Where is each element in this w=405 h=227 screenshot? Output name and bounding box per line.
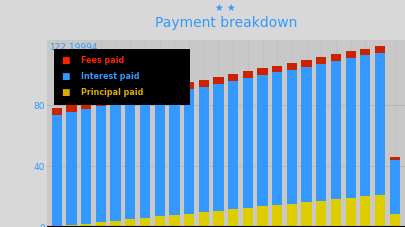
Bar (272, 73, 282, 205)
Bar (140, 218, 150, 227)
Bar (360, 49, 371, 56)
Bar (331, 199, 341, 227)
Text: ★ ★: ★ ★ (215, 3, 236, 13)
Bar (96, 107, 106, 222)
Bar (375, 53, 385, 195)
Bar (66, 113, 77, 225)
Text: Payment breakdown: Payment breakdown (155, 15, 297, 30)
Bar (140, 99, 150, 218)
Bar (390, 161, 400, 214)
Bar (66, 106, 77, 113)
Bar (301, 61, 312, 67)
Text: Principal paid: Principal paid (81, 87, 143, 96)
Bar (155, 96, 165, 217)
Bar (198, 212, 209, 227)
Bar (390, 158, 400, 161)
Bar (243, 79, 253, 208)
Bar (52, 115, 62, 227)
Bar (213, 77, 224, 84)
Bar (81, 110, 92, 224)
Bar (287, 204, 297, 227)
Bar (272, 66, 282, 73)
Bar (272, 205, 282, 227)
Text: 122.19994: 122.19994 (50, 43, 99, 52)
Bar (169, 93, 179, 215)
Bar (111, 221, 121, 227)
Bar (96, 222, 106, 227)
Bar (140, 91, 150, 99)
Bar (243, 72, 253, 79)
Text: ■: ■ (61, 87, 69, 96)
Text: ■: ■ (61, 56, 69, 65)
Bar (257, 69, 268, 76)
Bar (390, 214, 400, 227)
Bar (287, 70, 297, 204)
Bar (66, 225, 77, 227)
Bar (243, 208, 253, 227)
Bar (169, 215, 179, 227)
Bar (111, 104, 121, 221)
Text: Fees paid: Fees paid (81, 56, 124, 65)
Bar (228, 81, 238, 209)
Bar (316, 58, 326, 65)
Bar (360, 196, 371, 227)
Bar (198, 80, 209, 87)
Bar (125, 94, 135, 101)
Bar (375, 47, 385, 53)
Bar (257, 207, 268, 227)
Bar (287, 63, 297, 70)
Bar (360, 56, 371, 196)
Bar (81, 103, 92, 110)
Bar (213, 84, 224, 211)
Bar (155, 217, 165, 227)
FancyBboxPatch shape (54, 50, 190, 106)
Bar (345, 52, 356, 59)
Bar (331, 55, 341, 62)
Bar (155, 89, 165, 96)
Bar (375, 195, 385, 227)
Bar (345, 198, 356, 227)
Bar (316, 65, 326, 201)
Bar (257, 76, 268, 207)
Bar (213, 211, 224, 227)
Bar (301, 202, 312, 227)
Bar (345, 59, 356, 198)
Bar (125, 219, 135, 227)
Bar (301, 67, 312, 202)
Bar (96, 100, 106, 107)
Bar (228, 209, 238, 227)
Bar (111, 97, 121, 104)
Text: Interest paid: Interest paid (81, 72, 139, 81)
Bar (125, 101, 135, 219)
Bar (316, 201, 326, 227)
Bar (228, 75, 238, 81)
Bar (81, 224, 92, 227)
Bar (184, 83, 194, 90)
Bar (52, 109, 62, 115)
Bar (184, 90, 194, 214)
Bar (169, 86, 179, 93)
Bar (198, 87, 209, 212)
Text: ■: ■ (61, 72, 69, 81)
Bar (331, 62, 341, 199)
Bar (184, 214, 194, 227)
